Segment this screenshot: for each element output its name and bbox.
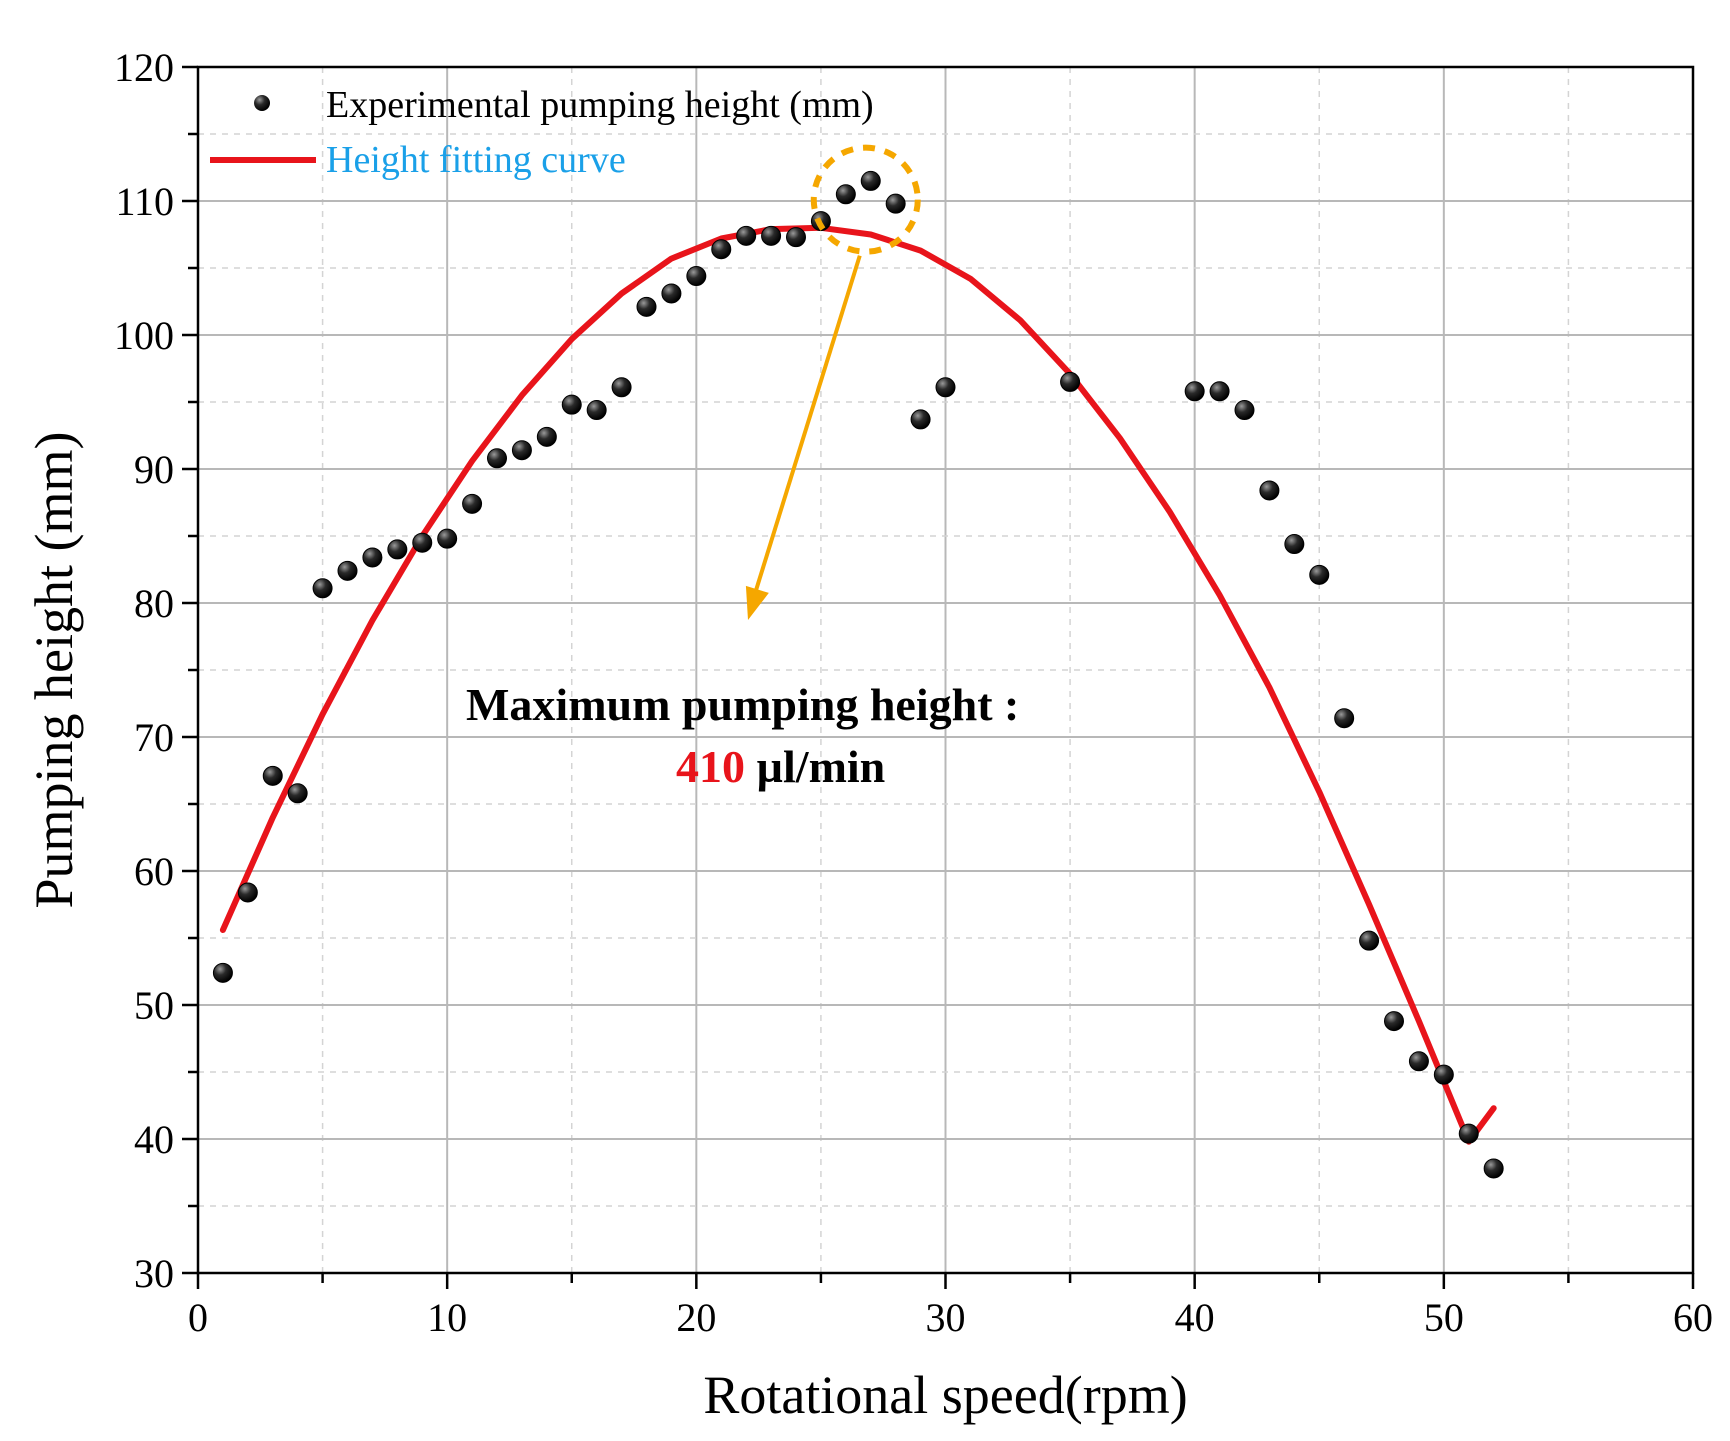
data-point [362,547,383,568]
data-point [287,783,308,804]
data-point [1458,1123,1479,1144]
data-point [736,225,757,246]
data-point [437,528,458,549]
y-axis-title: Pumping height (mm) [24,432,84,909]
data-point [1309,564,1330,585]
data-point [636,296,657,317]
y-tick-label: 40 [134,1117,174,1162]
legend-label-fit: Height fitting curve [326,139,626,181]
y-tick-label: 90 [134,447,174,492]
y-tick-label: 100 [114,313,174,358]
fit-curve [219,224,1497,1145]
annotation-arrow-head [745,585,769,620]
data-point [611,377,632,398]
x-tick-label: 10 [427,1295,467,1340]
y-tick-label: 30 [134,1251,174,1296]
x-tick-label: 0 [188,1295,208,1340]
y-tick-label: 60 [134,849,174,894]
data-point [511,440,532,461]
data-point [1334,708,1355,729]
data-point [1384,1011,1404,1032]
data-points-layer [212,170,1504,1179]
data-point [387,539,408,560]
data-point [586,400,607,421]
data-point [1433,1064,1454,1085]
annotation-arrow [751,255,862,601]
data-point [885,193,906,214]
data-point [337,560,358,581]
max-highlight-ring [810,144,921,255]
annotation-value: 410 [676,741,745,792]
data-point [711,239,732,260]
legend-label-experimental: Experimental pumping height (mm) [326,84,874,126]
x-axis-title: Rotational speed(rpm) [703,1365,1187,1425]
data-point [1259,480,1280,501]
grid [198,67,1693,1273]
data-point [786,227,806,248]
x-tick-label: 60 [1673,1295,1713,1340]
data-point [661,283,682,304]
y-tick-label: 70 [134,715,174,760]
legend-scatter-marker [254,95,270,111]
data-point [1408,1051,1429,1072]
legend: Experimental pumping height (mm) Height … [210,84,874,181]
data-point [312,578,333,599]
data-point [237,882,258,903]
y-tick-label: 110 [115,179,174,224]
data-point [1359,930,1380,951]
data-point [835,184,856,205]
data-point [412,532,433,553]
data-point [1060,371,1081,392]
data-point [487,448,507,469]
data-point [1209,381,1230,402]
data-point [910,409,931,430]
data-point [1284,534,1305,555]
annotation-unit: µl/min [757,741,886,792]
data-point [860,170,881,191]
data-point [1234,400,1255,421]
fit-curve-layer [219,224,1497,1145]
y-tick-label: 50 [134,983,174,1028]
data-point [462,493,483,514]
data-point [561,394,582,415]
data-point [761,225,782,246]
x-tick-label: 30 [926,1295,966,1340]
axis-ticks: 0 10 20 30 40 50 60 30 40 50 60 70 80 90 100 110 120 [114,45,1713,1340]
data-point [212,962,233,983]
data-point [935,377,956,398]
x-tick-label: 20 [676,1295,716,1340]
data-point [1483,1158,1504,1179]
annotation-value-line: 410 µl/min [676,741,885,792]
max-annotation: Maximum pumping height : 410 µl/min [466,144,1019,792]
y-tick-label: 120 [114,45,174,90]
x-tick-label: 40 [1175,1295,1215,1340]
data-point [536,426,557,447]
annotation-title: Maximum pumping height : [466,679,1019,730]
data-point [686,266,707,287]
data-point [262,765,283,786]
data-point [1184,381,1205,402]
x-tick-label: 50 [1424,1295,1464,1340]
y-tick-label: 80 [134,581,174,626]
